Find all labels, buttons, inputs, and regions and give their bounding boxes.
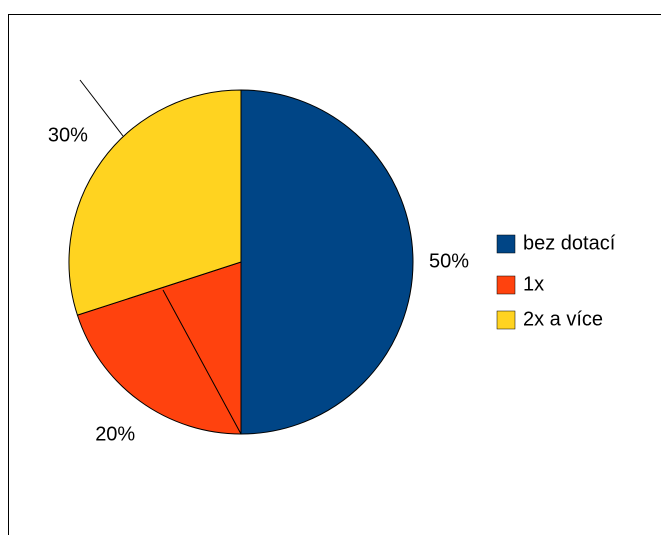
- legend-swatch: [496, 310, 516, 330]
- data-label: 30%: [48, 124, 88, 146]
- legend-label: 2x a více: [523, 308, 603, 330]
- leader-line: [79, 79, 124, 137]
- pie-slice: [240, 89, 414, 435]
- data-label: 20%: [95, 423, 135, 445]
- frame: [8, 14, 661, 535]
- legend-swatch: [496, 234, 516, 254]
- legend-label: 1x: [523, 273, 544, 295]
- legend-label: bez dotací: [523, 232, 616, 254]
- leader-line: [162, 289, 242, 435]
- data-label: 50%: [429, 250, 469, 272]
- legend-swatch: [496, 275, 516, 295]
- pie-slice: [68, 89, 242, 316]
- pie-slice: [76, 261, 242, 435]
